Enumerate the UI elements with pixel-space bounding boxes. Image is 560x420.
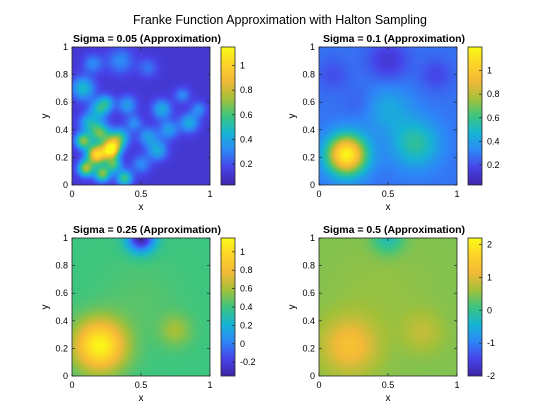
- y-tick-label: 0: [310, 371, 315, 381]
- y-tick-label: 0.8: [302, 70, 315, 80]
- colorbar: [467, 46, 483, 186]
- y-tick-label: 0.2: [55, 152, 68, 162]
- colorbar-tick-label: 0.2: [240, 320, 253, 330]
- x-axis-label: x: [386, 393, 391, 404]
- y-axis-label: y: [40, 305, 51, 310]
- colorbar-tick-label: 1: [240, 60, 245, 70]
- x-tick-label: 0: [69, 189, 74, 199]
- colorbar: [220, 46, 236, 186]
- colorbar-tick-label: 0.2: [487, 160, 500, 170]
- subplot-title: Sigma = 0.05 (Approximation): [73, 33, 221, 45]
- y-tick-label: 0.4: [55, 316, 68, 326]
- subplot-grid: 0 0.5 1 0 0.2 0.4 0.6 0.8 1 x y Sigma = 0.05 (Appro…: [40, 33, 500, 404]
- y-tick-label: 0.8: [302, 261, 315, 271]
- colorbar-tick-label: 2: [487, 240, 492, 250]
- y-tick-label: 0: [63, 180, 68, 190]
- y-tick-label: 0.2: [55, 343, 68, 353]
- y-tick-label: 0.2: [302, 152, 315, 162]
- y-tick-label: 1: [310, 42, 315, 52]
- subplot-2: 0 0.5 1 0 0.2 0.4 0.6 0.8 1 x y Sigma = 0.1 (Approx…: [287, 33, 500, 213]
- y-tick-label: 0: [63, 371, 68, 381]
- x-axis-label: x: [139, 393, 144, 404]
- y-tick-label: 1: [63, 42, 68, 52]
- y-tick-label: 0.6: [302, 288, 315, 298]
- heatmap-surface: [319, 238, 457, 376]
- y-tick-label: 0.4: [302, 125, 315, 135]
- colorbar-tick-label: 0.6: [240, 284, 253, 294]
- y-tick-label: 0.4: [302, 316, 315, 326]
- y-axis-label: y: [287, 305, 298, 310]
- y-tick-label: 1: [310, 233, 315, 243]
- colorbar-tick-label: 0: [240, 339, 245, 349]
- x-tick-label: 0: [316, 380, 321, 390]
- y-tick-label: 0.8: [55, 261, 68, 271]
- colorbar-tick-label: 1: [240, 247, 245, 257]
- x-tick-label: 1: [207, 380, 212, 390]
- colorbar-tick-label: 0.4: [240, 134, 253, 144]
- y-tick-label: 1: [63, 233, 68, 243]
- colorbar-tick-label: 0.6: [240, 110, 253, 120]
- x-tick-label: 0.5: [135, 189, 148, 199]
- subplot-title: Sigma = 0.5 (Approximation): [323, 224, 465, 236]
- colorbar-tick-label: 0.8: [240, 85, 253, 95]
- colorbar-tick-label: -1: [487, 338, 495, 348]
- colorbar-tick-label: 0.8: [487, 89, 500, 99]
- figure-title: Franke Function Approximation with Halto…: [133, 13, 427, 27]
- colorbar-tick-label: 0.6: [487, 113, 500, 123]
- y-axis-label: y: [287, 114, 298, 119]
- heatmap-surface: [72, 238, 210, 376]
- y-tick-label: 0.8: [55, 70, 68, 80]
- x-tick-label: 0: [69, 380, 74, 390]
- x-tick-label: 0: [316, 189, 321, 199]
- heatmap-surface: [72, 47, 210, 185]
- x-tick-label: 0.5: [135, 380, 148, 390]
- x-axis-label: x: [386, 202, 391, 213]
- colorbar-tick-label: 0.2: [240, 159, 253, 169]
- subplot-1: 0 0.5 1 0 0.2 0.4 0.6 0.8 1 x y Sigma = 0.05 (Appro…: [40, 33, 253, 213]
- colorbar-tick-label: -2: [487, 371, 495, 381]
- colorbar-tick-label: 0: [487, 305, 492, 315]
- x-tick-label: 1: [454, 189, 459, 199]
- subplot-3: 0 0.5 1 0 0.2 0.4 0.6 0.8 1 x y Sigma = 0.25 (Appro…: [40, 224, 256, 404]
- colorbar-tick-label: 0.4: [240, 302, 253, 312]
- subplot-4: 0 0.5 1 0 0.2 0.4 0.6 0.8 1 x y Sigma = 0.5 (Approx…: [287, 224, 495, 404]
- x-tick-label: 0.5: [382, 380, 395, 390]
- colorbar-tick-label: -0.2: [240, 357, 256, 367]
- x-tick-label: 1: [207, 189, 212, 199]
- heatmap-surface: [319, 47, 457, 185]
- y-tick-label: 0.6: [302, 97, 315, 107]
- colorbar-tick-label: 0.8: [240, 265, 253, 275]
- x-tick-label: 1: [454, 380, 459, 390]
- y-tick-label: 0.2: [302, 343, 315, 353]
- x-tick-label: 0.5: [382, 189, 395, 199]
- colorbar: [467, 237, 483, 377]
- subplot-title: Sigma = 0.25 (Approximation): [73, 224, 221, 236]
- colorbar-tick-label: 1: [487, 66, 492, 76]
- colorbar-tick-label: 1: [487, 272, 492, 282]
- subplot-title: Sigma = 0.1 (Approximation): [323, 33, 465, 45]
- y-tick-label: 0: [310, 180, 315, 190]
- y-tick-label: 0.6: [55, 97, 68, 107]
- x-axis-label: x: [139, 202, 144, 213]
- y-tick-label: 0.6: [55, 288, 68, 298]
- y-tick-label: 0.4: [55, 125, 68, 135]
- colorbar-tick-label: 0.4: [487, 136, 500, 146]
- y-axis-label: y: [40, 114, 51, 119]
